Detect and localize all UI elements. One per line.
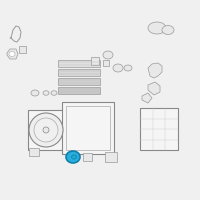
Ellipse shape [148, 22, 166, 34]
Bar [83, 153, 92, 161]
Bar [58, 69, 100, 76]
Ellipse shape [31, 90, 39, 96]
Bar [62, 102, 114, 154]
Polygon shape [7, 49, 18, 59]
Ellipse shape [51, 91, 57, 95]
Bar [28, 110, 64, 150]
Ellipse shape [162, 25, 174, 34]
Polygon shape [148, 63, 162, 78]
Bar [58, 78, 100, 85]
Ellipse shape [124, 65, 132, 71]
Bar [19, 46, 26, 53]
Ellipse shape [43, 91, 49, 95]
Bar [91, 57, 99, 65]
Ellipse shape [72, 155, 76, 159]
Bar [103, 60, 109, 66]
Polygon shape [148, 82, 160, 95]
Ellipse shape [103, 51, 113, 59]
Bar [140, 108, 178, 150]
Bar [29, 148, 39, 156]
Ellipse shape [43, 127, 49, 133]
Ellipse shape [113, 64, 123, 72]
Polygon shape [142, 93, 152, 103]
Bar [58, 60, 100, 67]
Ellipse shape [29, 113, 63, 147]
Bar [58, 87, 100, 94]
Ellipse shape [66, 151, 80, 163]
Bar [66, 106, 110, 150]
Bar [105, 152, 117, 162]
Ellipse shape [34, 118, 58, 142]
Ellipse shape [9, 51, 15, 56]
